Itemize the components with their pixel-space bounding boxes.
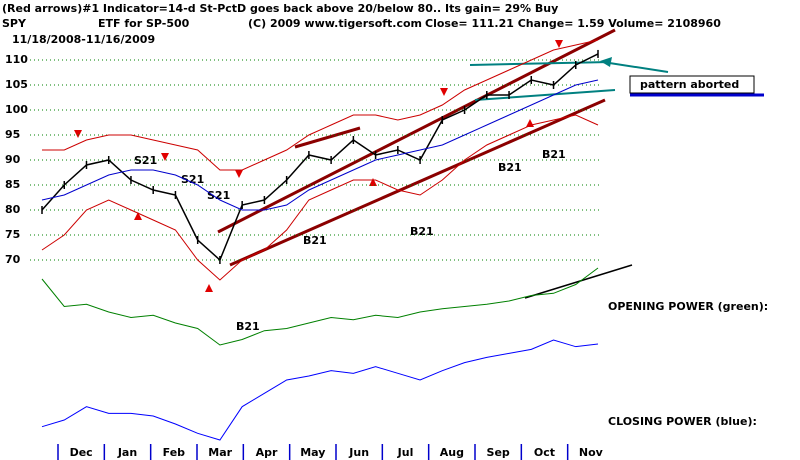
- x-tick-label: Jun: [348, 446, 369, 459]
- indicator-line: [41, 114, 599, 281]
- indicator-line: [42, 39, 599, 171]
- annotation: pattern aborted: [640, 78, 739, 91]
- y-tick-label: 85: [5, 178, 20, 191]
- quote: Close= 111.21 Change= 1.59 Volume= 21089…: [425, 17, 721, 30]
- x-tick-label: Jan: [117, 446, 137, 459]
- buy-signal: B21: [498, 161, 522, 174]
- indicator-line: [41, 79, 599, 211]
- pointer-arrow: [602, 61, 669, 73]
- buy-signal: B21: [410, 225, 434, 238]
- x-tick-label: Mar: [208, 446, 232, 459]
- y-tick-label: 110: [5, 53, 28, 66]
- x-tick-label: Dec: [70, 446, 93, 459]
- x-tick-label: Jul: [397, 446, 414, 459]
- sell-signal: S21: [181, 173, 204, 186]
- power-label: OPENING POWER (green):: [608, 300, 768, 313]
- opening-power-line: [41, 267, 599, 346]
- pointer-arrow-head: [600, 57, 612, 67]
- closing-power-line: [41, 339, 599, 441]
- y-tick-label: 70: [5, 253, 21, 266]
- x-tick-label: Apr: [256, 446, 278, 459]
- x-tick-label: Nov: [579, 446, 604, 459]
- sell-signal: S21: [134, 154, 157, 167]
- channel-line: [294, 126, 361, 149]
- date-range: 11/18/2008-11/16/2009: [12, 33, 155, 46]
- copyright: (C) 2009 www.tigersoft.com: [248, 17, 422, 30]
- annotation-box: [629, 75, 755, 94]
- x-tick-label: Feb: [163, 446, 186, 459]
- channel-line: [229, 98, 606, 267]
- y-tick-label: 105: [5, 78, 28, 91]
- price-line: [41, 53, 599, 262]
- chart-title: (Red arrows)#1 Indicator=14-d St-PctD go…: [2, 2, 558, 15]
- y-tick-label: 80: [5, 203, 21, 216]
- sell-signal: S21: [207, 189, 230, 202]
- channel-line: [217, 28, 616, 234]
- y-tick-label: 95: [5, 128, 20, 141]
- pattern-line: [469, 61, 611, 66]
- buy-signal: B21: [303, 234, 327, 247]
- buy-signal: B21: [542, 148, 566, 161]
- trend-line: [524, 264, 633, 299]
- y-tick-label: 100: [5, 103, 28, 116]
- y-tick-label: 90: [5, 153, 21, 166]
- symbol: SPY: [2, 17, 27, 30]
- pattern-line: [474, 89, 616, 101]
- x-tick-label: Aug: [440, 446, 464, 459]
- subtitle: ETF for SP-500: [98, 17, 190, 30]
- power-label: CLOSING POWER (blue):: [608, 415, 757, 428]
- buy-signal: B21: [236, 320, 260, 333]
- y-tick-label: 75: [5, 228, 20, 241]
- x-tick-label: Sep: [487, 446, 510, 459]
- x-tick-label: Oct: [534, 446, 555, 459]
- x-tick-label: May: [300, 446, 325, 459]
